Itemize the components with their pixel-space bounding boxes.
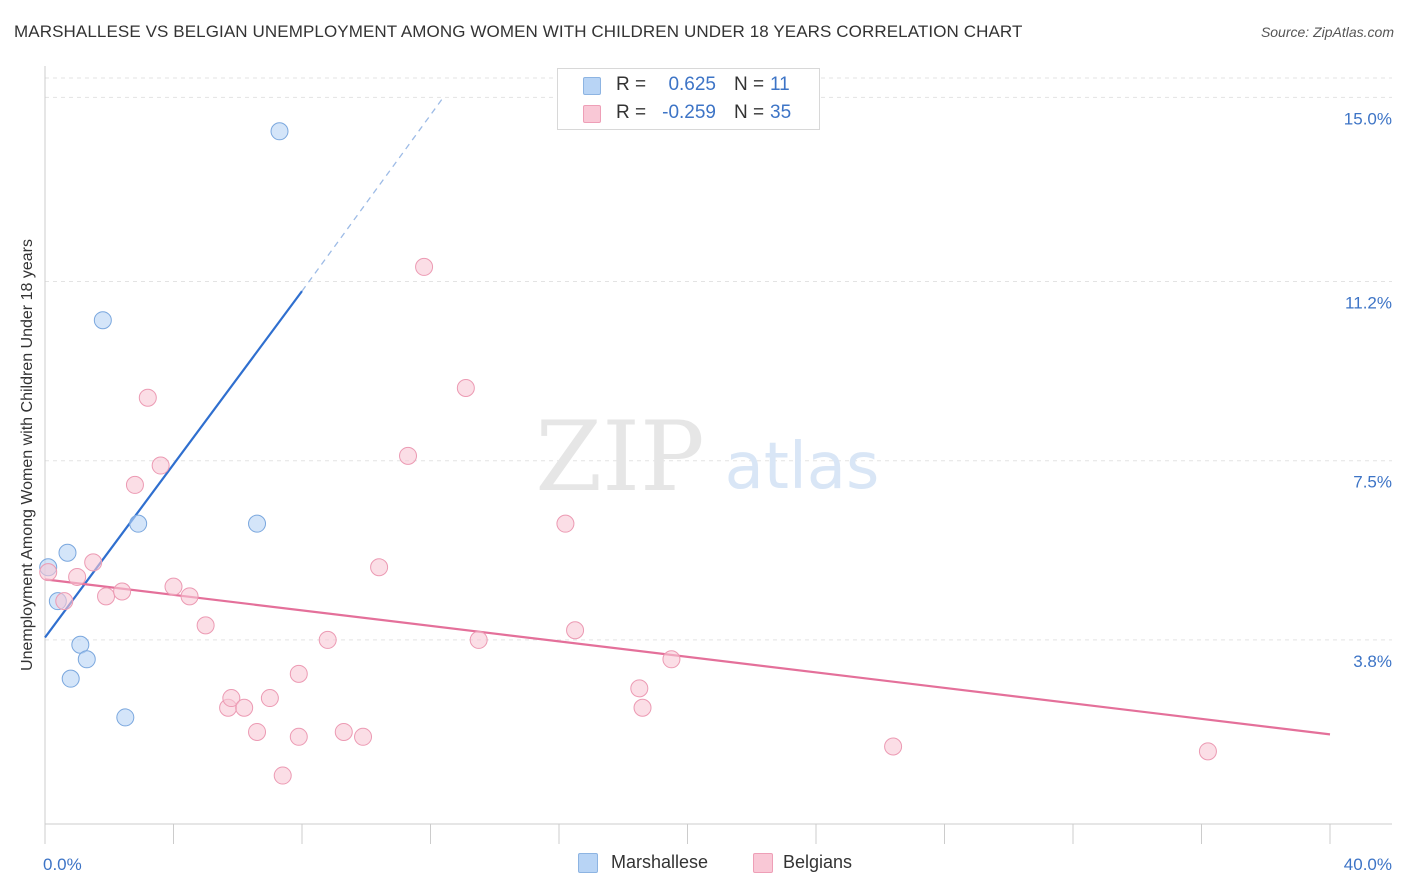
belgian-point: [260, 689, 279, 708]
belgian-point: [630, 679, 649, 698]
belgian-point: [289, 727, 308, 746]
legend-r-label: R =: [616, 102, 647, 123]
marshallese-point: [248, 514, 267, 533]
watermark: ZIP atlas: [535, 401, 879, 513]
marshallese-point: [129, 514, 148, 533]
belgian-point: [196, 616, 215, 635]
belgian-point: [55, 592, 74, 611]
legend-n-label: N =: [734, 102, 765, 123]
belgian-point: [84, 553, 103, 572]
trend-layer: [44, 96, 1331, 736]
watermark-zip: ZIP: [535, 401, 704, 513]
belgian-point: [399, 446, 418, 465]
belgian-point: [354, 727, 373, 746]
grid-layer: [45, 77, 1392, 641]
y-axis-label: Unemployment Among Women with Children U…: [19, 239, 36, 671]
belgian-point: [39, 563, 58, 582]
belgian-point: [222, 689, 241, 708]
legend-swatch-blue: [583, 77, 601, 95]
legend-swatch-belgians: [753, 853, 773, 873]
belgian-point: [113, 582, 132, 601]
legend-label-belgians: Belgians: [783, 852, 853, 872]
correlation-legend: R = 0.625 N = 11 R = -0.259 N = 35: [557, 68, 820, 130]
belgian-point: [456, 379, 475, 398]
legend-r-value: -0.259: [662, 102, 716, 123]
belgian-point: [273, 766, 292, 785]
belgian-point: [248, 722, 267, 741]
belgian-point: [164, 577, 183, 596]
legend-r-value: 0.625: [668, 74, 716, 95]
marshallese-point: [93, 311, 112, 330]
belgian-point: [415, 257, 434, 276]
axis-layer: [44, 66, 1392, 844]
belgian-point: [318, 630, 337, 649]
y-tick-label: 7.5%: [1353, 473, 1392, 492]
x-tick-label: 0.0%: [43, 855, 82, 874]
belgian-point: [884, 737, 903, 756]
x-tick-label: 40.0%: [1344, 855, 1392, 874]
marshallese-point: [58, 543, 77, 562]
belgian-point: [662, 650, 681, 669]
legend-n-value: 11: [770, 74, 790, 95]
y-tick-label: 11.2%: [1345, 293, 1392, 312]
watermark-atlas: atlas: [725, 430, 880, 504]
y-tick-label: 3.8%: [1353, 652, 1392, 671]
marshallese-point: [77, 650, 96, 669]
belgian-trend-line: [44, 578, 1331, 736]
points-layer: [39, 122, 1217, 785]
legend-swatch-marshallese: [578, 853, 598, 873]
marshallese-trend-extension: [301, 96, 444, 292]
belgian-point: [1198, 742, 1217, 761]
belgian-point: [334, 722, 353, 741]
chart-title: MARSHALLESE VS BELGIAN UNEMPLOYMENT AMON…: [14, 22, 1023, 41]
marshallese-trend-line: [44, 290, 303, 639]
legend-n-value: 35: [770, 102, 792, 123]
y-tick-label: 15.0%: [1344, 109, 1392, 128]
belgian-point: [151, 456, 170, 475]
belgian-point: [469, 630, 488, 649]
belgian-point: [97, 587, 116, 606]
legend-swatch-pink: [583, 105, 601, 123]
legend-n-label: N =: [734, 74, 765, 95]
tick-label-layer: 3.8% 7.5% 11.2% 15.0% 0.0% 40.0%: [43, 109, 1392, 874]
legend-label-marshallese: Marshallese: [611, 852, 709, 872]
belgian-point: [180, 587, 199, 606]
legend-row-belgians: R = -0.259 N = 35: [558, 100, 819, 128]
belgian-point: [370, 558, 389, 577]
marshallese-point: [116, 708, 135, 727]
belgian-point: [633, 698, 652, 717]
belgian-point: [289, 664, 308, 683]
belgian-point: [125, 475, 144, 494]
source-label: Source: ZipAtlas.com: [1260, 24, 1394, 40]
marshallese-point: [61, 669, 80, 688]
belgian-point: [556, 514, 575, 533]
belgian-point: [68, 567, 87, 586]
belgian-point: [235, 698, 254, 717]
legend-r-label: R =: [616, 74, 647, 95]
belgian-point: [138, 388, 157, 407]
belgian-point: [566, 621, 585, 640]
legend-row-marshallese: R = 0.625 N = 11: [558, 72, 819, 100]
marshallese-point: [270, 122, 289, 141]
